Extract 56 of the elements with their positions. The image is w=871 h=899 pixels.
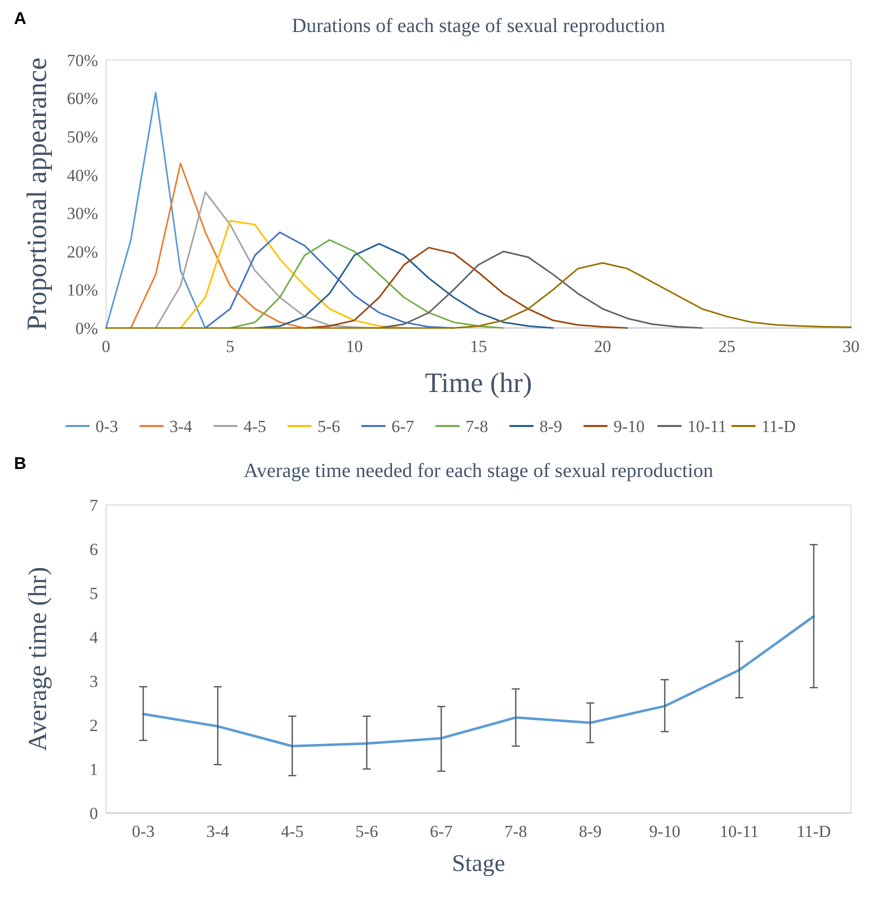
y-tick-label: 30% [66, 204, 98, 224]
x-axis-title: Stage [452, 851, 506, 877]
x-tick-label: 10-11 [720, 822, 759, 841]
x-axis-title: Time (hr) [424, 368, 532, 399]
x-tick-label: 0-3 [132, 822, 155, 841]
x-tick-label: 30 [842, 337, 860, 356]
legend-label: 9-10 [614, 416, 645, 436]
legend-label: 6-7 [392, 416, 415, 436]
y-tick-label: 10% [66, 280, 98, 300]
x-tick-label: 20 [594, 337, 612, 356]
legend-label: 7-8 [466, 416, 488, 436]
y-axis-title: Average time (hr) [23, 566, 52, 752]
y-tick-label: 0 [90, 804, 98, 823]
text: B [14, 454, 26, 473]
x-tick-label: 11-D [796, 822, 831, 841]
x-tick-label: 6-7 [430, 822, 454, 841]
legend-label: 8-9 [540, 416, 562, 436]
x-tick-label: 10 [346, 337, 363, 356]
line-series [229, 239, 504, 329]
y-tick-label: 2 [90, 716, 98, 735]
x-tick-label: 0 [102, 337, 110, 356]
y-tick-label: 50% [66, 128, 98, 147]
x-tick-label: 15 [470, 337, 487, 356]
y-tick-label: 6 [90, 540, 98, 559]
x-tick-label: 25 [718, 337, 736, 356]
y-tick-label: 1 [90, 760, 98, 779]
line-series [105, 262, 852, 329]
legend-label: 11-D [762, 416, 796, 436]
x-tick-label: 3-4 [206, 822, 230, 841]
line-series [142, 615, 815, 748]
x-tick-label: 4-5 [280, 822, 304, 841]
line-series [105, 92, 206, 329]
x-tick-label: 9-10 [649, 822, 680, 841]
legend-label: 0-3 [96, 416, 118, 436]
line-series [130, 162, 306, 329]
chart-title: Durations of each stage of sexual reproduction [292, 15, 666, 37]
x-tick-label: 8-9 [578, 822, 602, 841]
x-tick-label: 7-8 [504, 822, 528, 841]
legend-label: 4-5 [244, 416, 266, 436]
text: A [14, 9, 26, 28]
y-tick-label: 3 [90, 672, 98, 691]
legend-label: 10-11 [688, 416, 727, 436]
legend-label: 3-4 [170, 416, 193, 436]
y-tick-label: 40% [66, 166, 98, 185]
legend-label: 5-6 [318, 416, 340, 436]
y-tick-label: 5 [90, 584, 98, 603]
x-tick-label: 5 [226, 337, 234, 356]
y-tick-label: 7 [90, 496, 98, 515]
y-tick-label: 70% [66, 50, 98, 70]
x-tick-label: 5-6 [355, 822, 378, 841]
y-tick-label: 20% [66, 242, 98, 262]
y-tick-label: 60% [66, 89, 98, 108]
y-axis-title: Proportional appearance [22, 58, 53, 330]
chart-title: Average time needed for each stage of sexual reproduction [244, 460, 714, 482]
y-tick-label: 4 [90, 628, 98, 647]
y-tick-label: 0% [75, 318, 98, 338]
